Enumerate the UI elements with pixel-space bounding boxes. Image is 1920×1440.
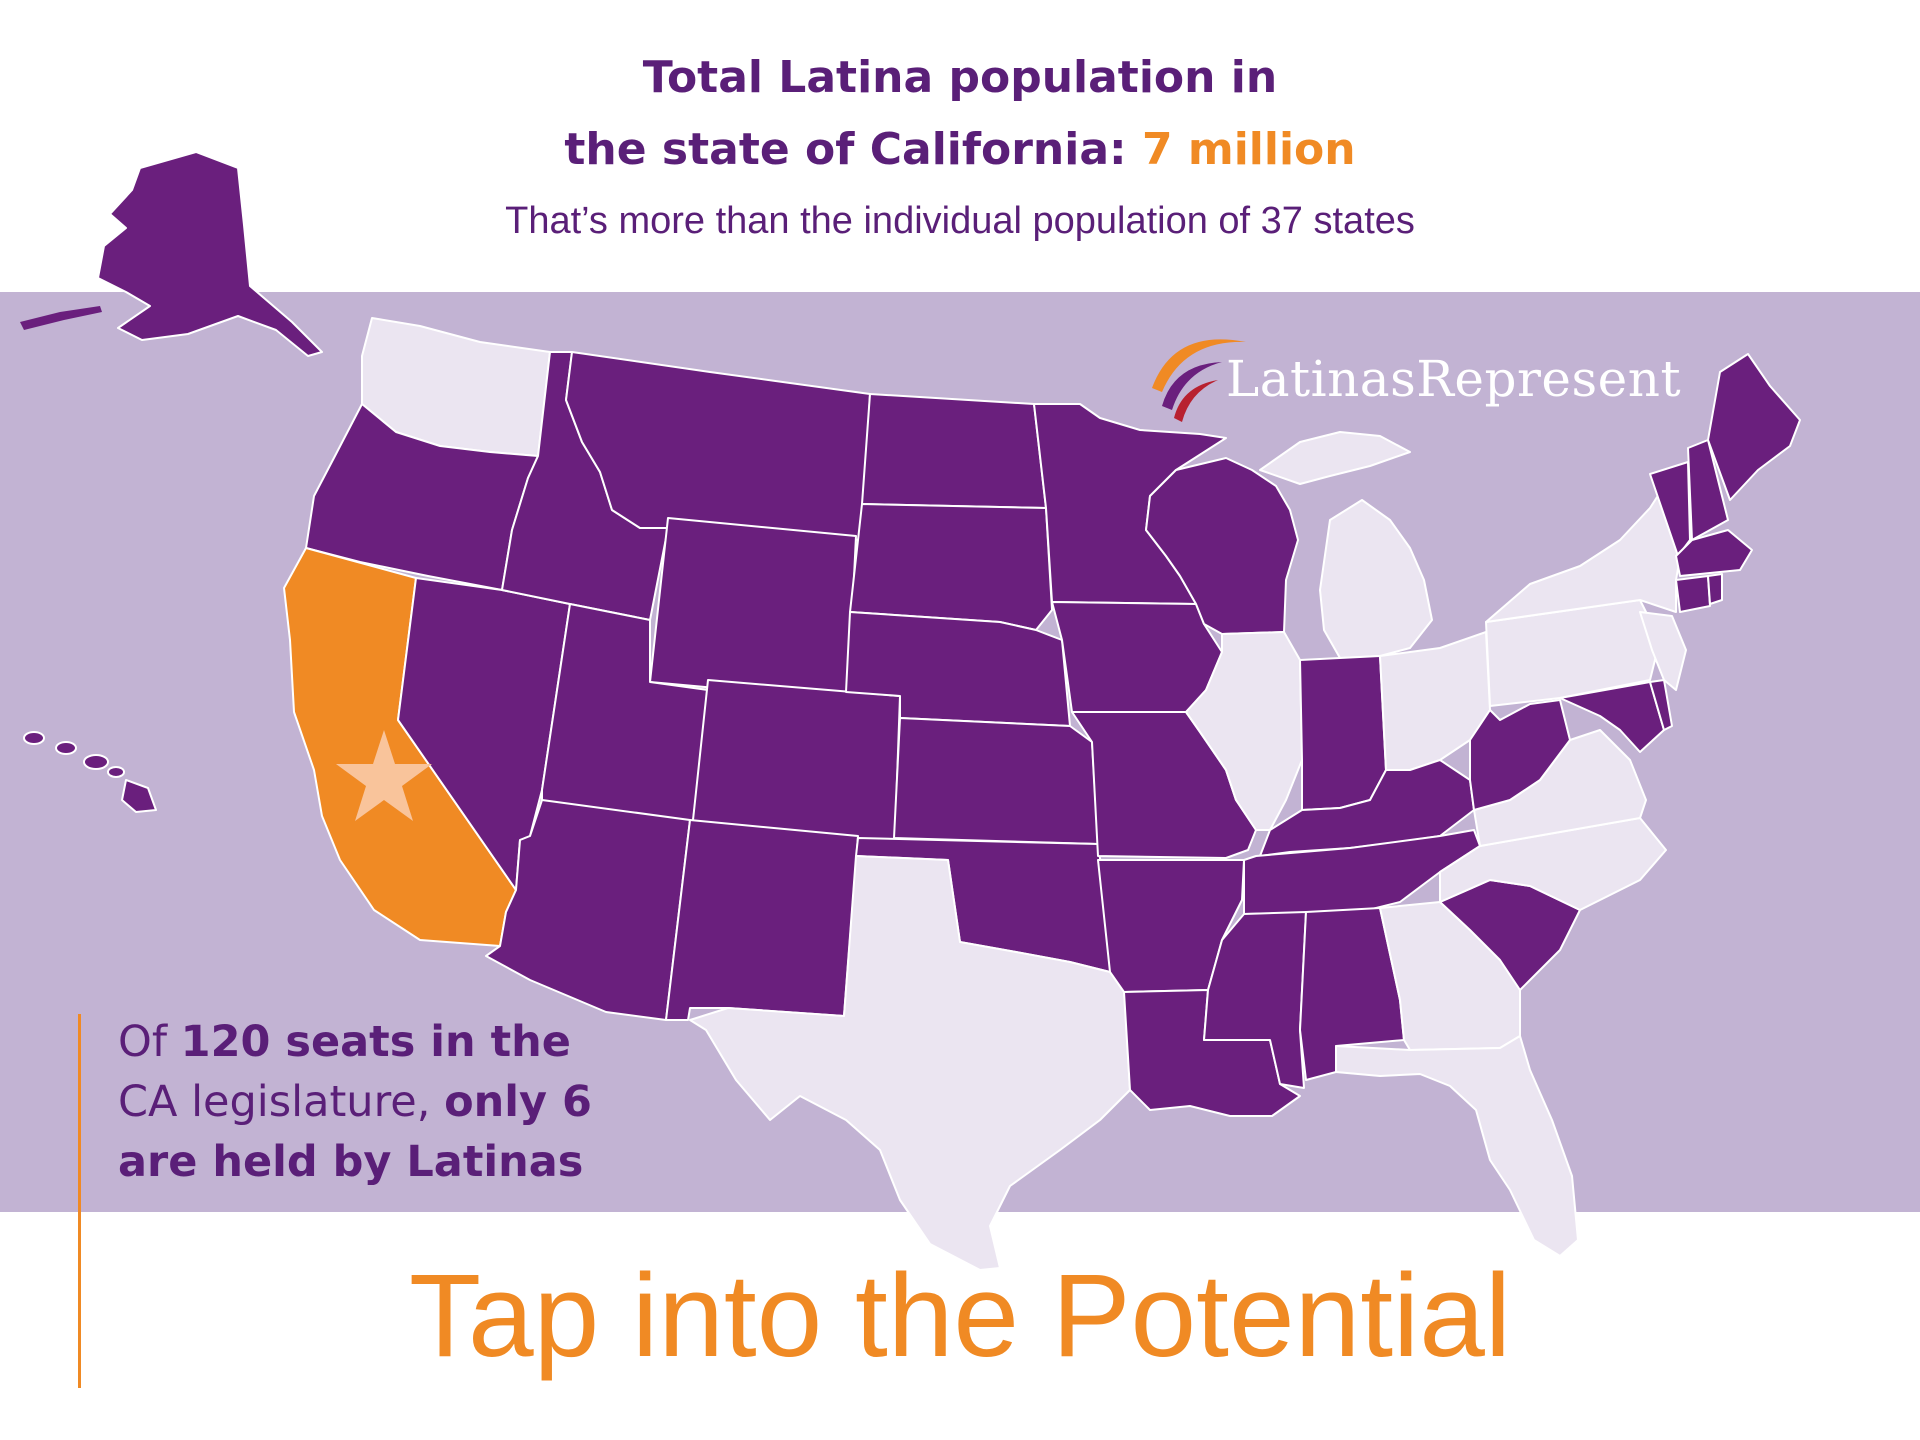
state-new-mexico	[665, 819, 859, 1021]
brand-name: LatinasRepresent	[1226, 350, 1682, 408]
headline-prefix: the state of California:	[564, 124, 1142, 175]
alaska-islands	[20, 306, 102, 330]
state-indiana	[1299, 655, 1387, 811]
state-florida	[1335, 1035, 1579, 1257]
state-rhode-island	[1707, 573, 1723, 605]
state-massachusetts	[1675, 529, 1753, 577]
call-to-action: Tap into the Potential	[408, 1250, 1512, 1382]
california-star-icon	[336, 730, 432, 821]
state-alaska	[97, 151, 323, 357]
state-south-dakota	[849, 503, 1053, 631]
state-west-virginia	[1469, 699, 1571, 811]
state-montana	[565, 351, 871, 541]
state-north-dakota	[861, 393, 1047, 509]
state-new-jersey	[1639, 611, 1687, 691]
headline-line-1: Total Latina population in	[642, 52, 1278, 103]
state-wyoming	[649, 517, 857, 701]
state-maine	[1707, 353, 1801, 501]
headline-subtitle: That’s more than the individual populati…	[505, 200, 1415, 242]
state-texas	[689, 855, 1131, 1271]
state-iowa	[1051, 601, 1223, 713]
state-wisconsin	[1145, 457, 1299, 635]
brand-arc-icon	[1152, 339, 1246, 422]
state-delaware	[1649, 679, 1673, 731]
state-michigan	[1259, 431, 1433, 659]
state-new-hampshire	[1687, 439, 1729, 541]
stat-line-3: are held by Latinas	[118, 1137, 584, 1187]
headline-line-2: the state of California: 7 million	[0, 124, 1920, 175]
accent-divider	[78, 1014, 81, 1388]
stat-line-1: Of 120 seats in the	[118, 1017, 571, 1067]
brand-logo: LatinasRepresent	[1140, 318, 1700, 428]
state-hawaii	[23, 731, 157, 813]
stat-line-2: CA legislature, only 6	[118, 1077, 592, 1127]
state-connecticut	[1675, 575, 1711, 613]
state-vermont	[1649, 461, 1691, 557]
state-kansas	[893, 717, 1099, 845]
population-highlight: 7 million	[1141, 124, 1356, 175]
